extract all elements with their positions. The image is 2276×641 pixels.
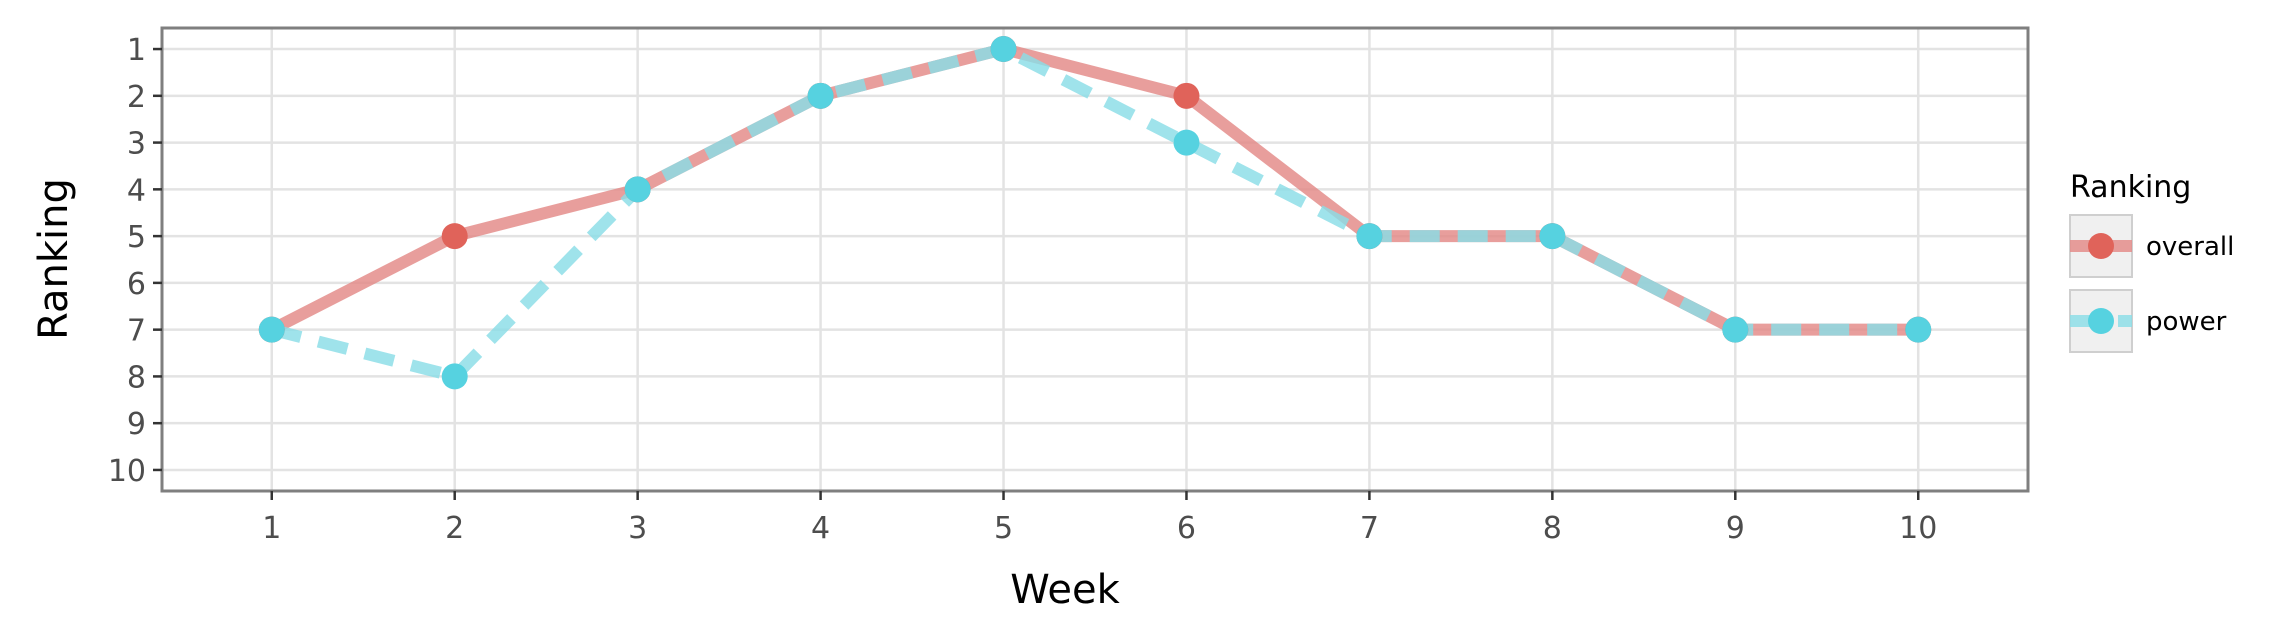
- x-tick-label: 3: [628, 511, 647, 546]
- x-axis: 1 2 3 4 5 6 7 8 9 10: [262, 491, 1937, 546]
- y-axis: 1 2 3 4 5 6 7 8 9 10: [108, 33, 162, 489]
- point-overall: [441, 223, 468, 250]
- x-tick-label: 2: [445, 511, 464, 546]
- y-tick-label: 4: [127, 173, 146, 208]
- y-tick-label: 2: [127, 80, 146, 115]
- point-power: [441, 363, 468, 390]
- y-tick-label: 6: [127, 267, 146, 302]
- legend-title: Ranking: [2070, 170, 2191, 205]
- plot-background: [162, 28, 2028, 491]
- legend-label-overall: overall: [2146, 232, 2234, 262]
- point-power: [807, 82, 834, 109]
- grid: [162, 28, 2028, 491]
- y-tick-label: 9: [127, 407, 146, 442]
- point-power: [624, 176, 651, 203]
- y-tick-label: 1: [127, 33, 146, 68]
- series-lines: [269, 43, 1919, 383]
- y-tick-label: 7: [127, 314, 146, 349]
- x-tick-label: 6: [1177, 511, 1196, 546]
- x-tick-label: 4: [811, 511, 830, 546]
- y-axis-title: Ranking: [31, 178, 77, 340]
- series-line-power: [270, 43, 1919, 383]
- x-tick-label: 5: [994, 511, 1013, 546]
- y-tick-label: 5: [127, 220, 146, 255]
- point-power: [258, 316, 285, 343]
- y-tick-label: 10: [108, 454, 146, 489]
- series-points: [258, 36, 1932, 390]
- y-tick-label: 3: [127, 127, 146, 162]
- legend-key-marker-power: [2088, 308, 2114, 334]
- point-power: [1722, 316, 1749, 343]
- legend-key-marker-overall: [2088, 233, 2114, 259]
- plot-border: [160, 26, 2030, 493]
- x-tick-label: 1: [262, 511, 281, 546]
- point-power: [1539, 223, 1566, 250]
- legend-label-power: power: [2146, 307, 2227, 337]
- x-tick-label: 8: [1543, 511, 1562, 546]
- x-axis-title: Week: [1010, 567, 1120, 613]
- x-tick-label: 7: [1360, 511, 1379, 546]
- x-tick-label: 10: [1899, 511, 1937, 546]
- point-power: [1173, 129, 1200, 156]
- point-power: [990, 36, 1017, 63]
- point-power: [1356, 223, 1383, 250]
- point-power: [1905, 316, 1932, 343]
- x-tick-label: 9: [1726, 511, 1745, 546]
- point-overall: [1173, 82, 1200, 109]
- y-tick-label: 8: [127, 360, 146, 395]
- legend: Ranking overall power: [2069, 170, 2234, 353]
